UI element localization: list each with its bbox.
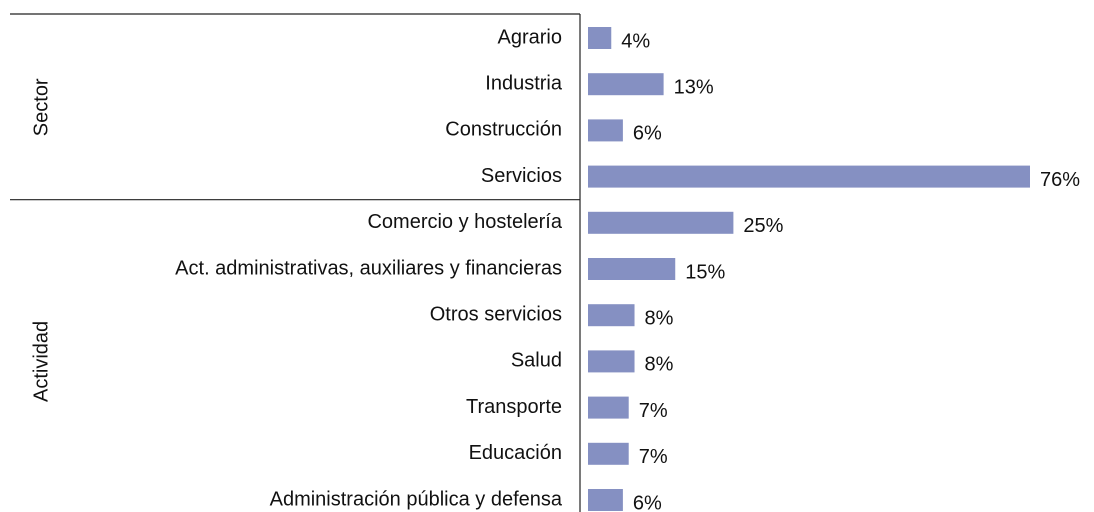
category-label: Construcción	[445, 119, 562, 141]
value-label: 7%	[639, 400, 668, 422]
value-label: 4%	[621, 30, 650, 52]
bar	[588, 73, 664, 96]
bar	[588, 119, 623, 142]
bar	[588, 442, 629, 465]
bar	[588, 258, 676, 280]
value-label: 8%	[645, 307, 674, 329]
value-label: 7%	[639, 446, 668, 468]
bar	[588, 489, 623, 511]
group-label: Sector	[30, 78, 52, 136]
bar	[588, 350, 635, 373]
bar	[588, 304, 635, 327]
bar	[588, 211, 734, 234]
bar	[588, 165, 1030, 188]
category-label: Transporte	[466, 396, 562, 418]
value-label: 6%	[633, 123, 662, 145]
category-label: Salud	[511, 350, 562, 372]
category-label: Servicios	[481, 165, 562, 187]
bar	[588, 396, 629, 419]
value-label: 6%	[633, 492, 662, 512]
value-label: 15%	[685, 261, 725, 283]
category-label: Agrario	[498, 26, 562, 48]
value-label: 25%	[743, 215, 783, 237]
category-label: Administración pública y defensa	[270, 488, 563, 510]
category-label: Act. administrativas, auxiliares y finan…	[175, 257, 562, 279]
category-label: Otros servicios	[430, 303, 562, 325]
category-label: Comercio y hostelería	[367, 211, 562, 233]
value-label: 13%	[674, 76, 714, 98]
value-label: 76%	[1040, 169, 1080, 191]
category-label: Industria	[485, 72, 563, 94]
category-label: Educación	[469, 442, 562, 464]
group-label: Actividad	[30, 321, 52, 402]
bar	[588, 27, 612, 49]
value-label: 8%	[645, 354, 674, 376]
